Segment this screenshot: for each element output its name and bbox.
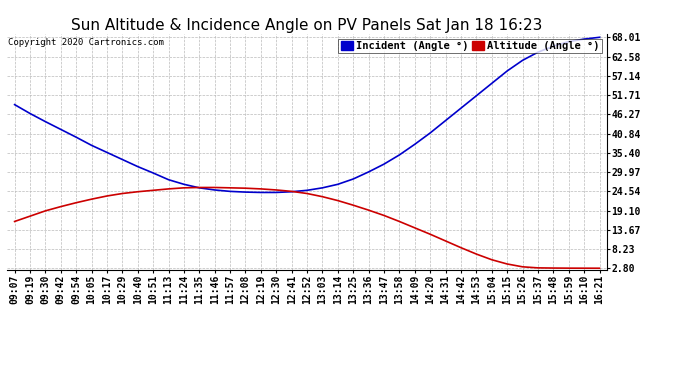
Text: Copyright 2020 Cartronics.com: Copyright 2020 Cartronics.com bbox=[8, 39, 164, 48]
Legend: Incident (Angle °), Altitude (Angle °): Incident (Angle °), Altitude (Angle °) bbox=[339, 39, 602, 53]
Title: Sun Altitude & Incidence Angle on PV Panels Sat Jan 18 16:23: Sun Altitude & Incidence Angle on PV Pan… bbox=[71, 18, 543, 33]
